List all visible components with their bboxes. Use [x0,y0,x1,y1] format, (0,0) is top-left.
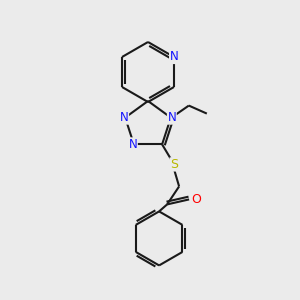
Text: N: N [128,138,137,151]
Text: N: N [167,111,176,124]
Text: N: N [169,50,178,64]
Text: S: S [170,158,178,171]
Text: N: N [120,111,128,124]
Text: O: O [191,193,201,206]
